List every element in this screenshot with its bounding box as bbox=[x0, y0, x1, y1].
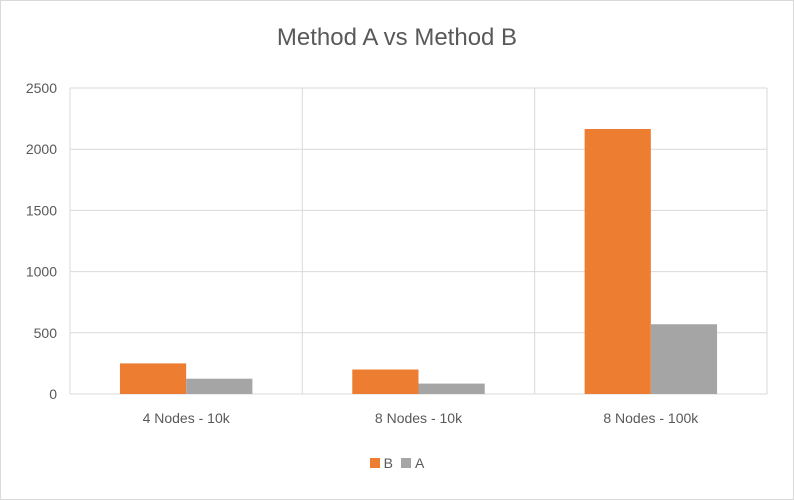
bar-B-2 bbox=[584, 129, 651, 394]
legend-label: A bbox=[415, 455, 425, 471]
bar-B-1 bbox=[352, 369, 419, 394]
x-tick-label: 8 Nodes - 10k bbox=[375, 410, 463, 426]
y-tick-label: 500 bbox=[34, 325, 58, 341]
legend-swatch bbox=[369, 458, 380, 468]
legend-item-B: B bbox=[369, 455, 393, 471]
legend-swatch bbox=[401, 458, 411, 468]
x-tick-label: 4 Nodes - 10k bbox=[143, 410, 231, 426]
bar-B-0 bbox=[119, 363, 187, 394]
y-tick-label: 0 bbox=[49, 386, 57, 402]
bar-A-0 bbox=[186, 378, 253, 394]
axis-layer: 0 500 1000 1500 2000 2500 4 Nodes - 10k 8 Nodes… bbox=[26, 80, 699, 426]
bar-A-2 bbox=[650, 324, 718, 394]
y-tick-label: 2500 bbox=[26, 80, 57, 96]
chart-title: Method A vs Method B bbox=[276, 24, 518, 51]
y-tick-label: 1000 bbox=[26, 264, 57, 280]
y-tick-label: 1500 bbox=[26, 202, 57, 218]
legend-item-A: A bbox=[401, 455, 424, 471]
bars-layer bbox=[119, 129, 718, 394]
legend-label: B bbox=[383, 455, 393, 471]
x-tick-label: 8 Nodes - 100k bbox=[603, 410, 699, 426]
y-tick-label: 2000 bbox=[26, 141, 57, 157]
bar-A-1 bbox=[418, 383, 485, 394]
